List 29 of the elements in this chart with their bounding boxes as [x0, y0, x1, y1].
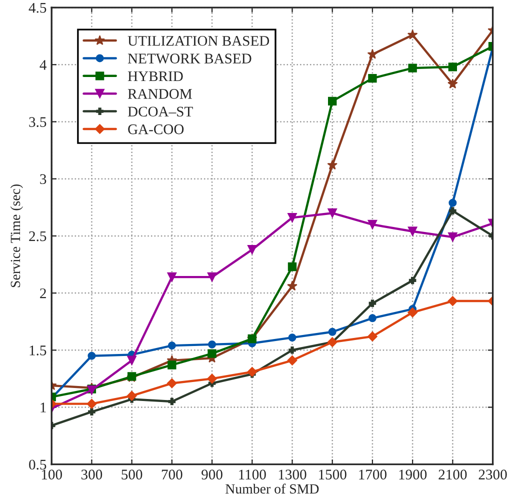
x-tick-label: 1700: [359, 470, 386, 480]
legend-label: NETWORK BASED: [128, 54, 252, 64]
y-tick-label: 2.5: [29, 231, 46, 242]
y-tick-label: 4: [40, 60, 47, 70]
y-tick-label: 1.5: [30, 346, 46, 356]
x-tick-label: 1300: [278, 470, 306, 480]
y-tick-label: 3: [40, 174, 46, 184]
x-axis-title: Number of SMD: [226, 484, 319, 494]
y-tick-label: 1: [40, 402, 46, 412]
x-tick-label: 1500: [319, 470, 346, 480]
legend-label: DCOA–ST: [128, 106, 193, 117]
y-tick-label: 0.5: [29, 460, 46, 470]
x-tick-label: 100: [42, 470, 62, 480]
y-tick-label: 3.5: [29, 117, 46, 127]
x-tick-label: 2100: [438, 470, 467, 480]
y-axis-title: Service Time (sec): [10, 184, 23, 288]
x-tick-label: 2300: [478, 470, 507, 480]
legend-label: UTILIZATION BASED: [128, 36, 270, 46]
x-tick-label: 1100: [239, 470, 266, 480]
y-tick-label: 2: [40, 288, 46, 298]
x-tick-label: 300: [81, 470, 102, 480]
legend-label: RANDOM: [128, 89, 192, 99]
y-tick-label: 4.5: [28, 2, 46, 13]
x-tick-label: 1900: [399, 470, 427, 480]
legend-label: GA-COO: [128, 124, 184, 134]
x-tick-label: 700: [162, 470, 182, 480]
x-tick-label: 500: [122, 470, 142, 480]
legend-label: HYBRID: [128, 71, 183, 82]
x-tick-label: 900: [202, 470, 222, 480]
